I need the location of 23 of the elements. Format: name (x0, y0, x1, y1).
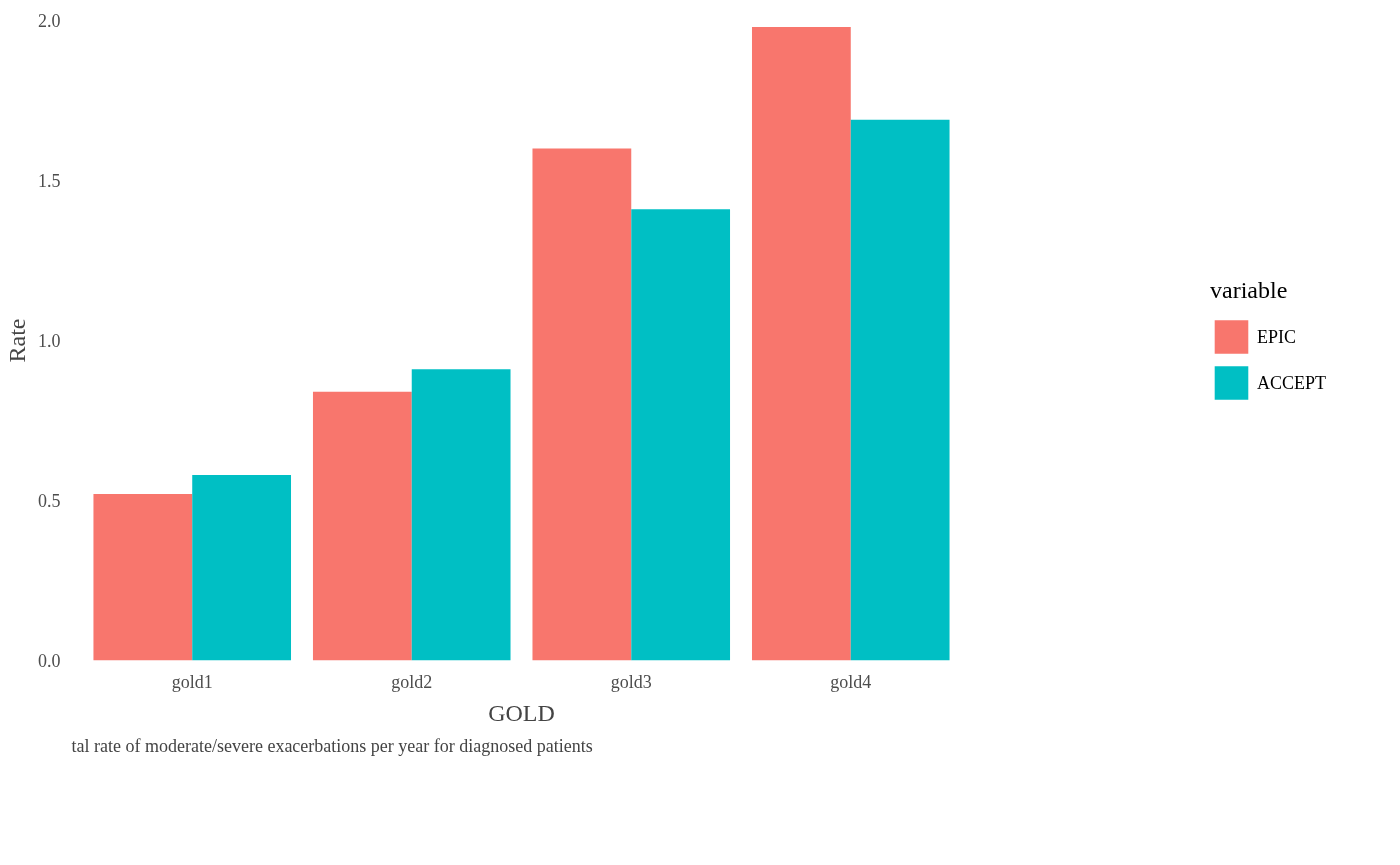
bar (532, 148, 632, 661)
legend-title: variable (1209, 276, 1289, 304)
y-tick-label: 1.0 (38, 331, 61, 351)
bar (93, 494, 193, 661)
bar (192, 474, 292, 661)
bar (850, 119, 950, 661)
bar (751, 26, 851, 661)
x-tick-label: gold1 (171, 671, 213, 692)
bar (411, 369, 511, 661)
x-axis-title: GOLD (488, 699, 555, 726)
text: tal rate of moderate/severe exacerbations per year for diagnosed patients (71, 735, 593, 756)
bar (631, 209, 731, 661)
legend-label: EPIC (1256, 326, 1297, 347)
y-tick-label: 0.5 (38, 491, 61, 511)
x-tick-label: gold4 (830, 671, 872, 692)
y-tick-label: 1.5 (38, 171, 61, 191)
x-tick-label: gold2 (391, 671, 433, 692)
y-tick-label: 2.0 (38, 11, 61, 31)
legend-label: ACCEPT (1256, 372, 1327, 393)
x-tick-label: gold3 (610, 671, 652, 692)
y-tick-label: 0.0 (38, 651, 61, 671)
y-axis-title: Rate (4, 318, 30, 363)
bar (312, 391, 412, 661)
